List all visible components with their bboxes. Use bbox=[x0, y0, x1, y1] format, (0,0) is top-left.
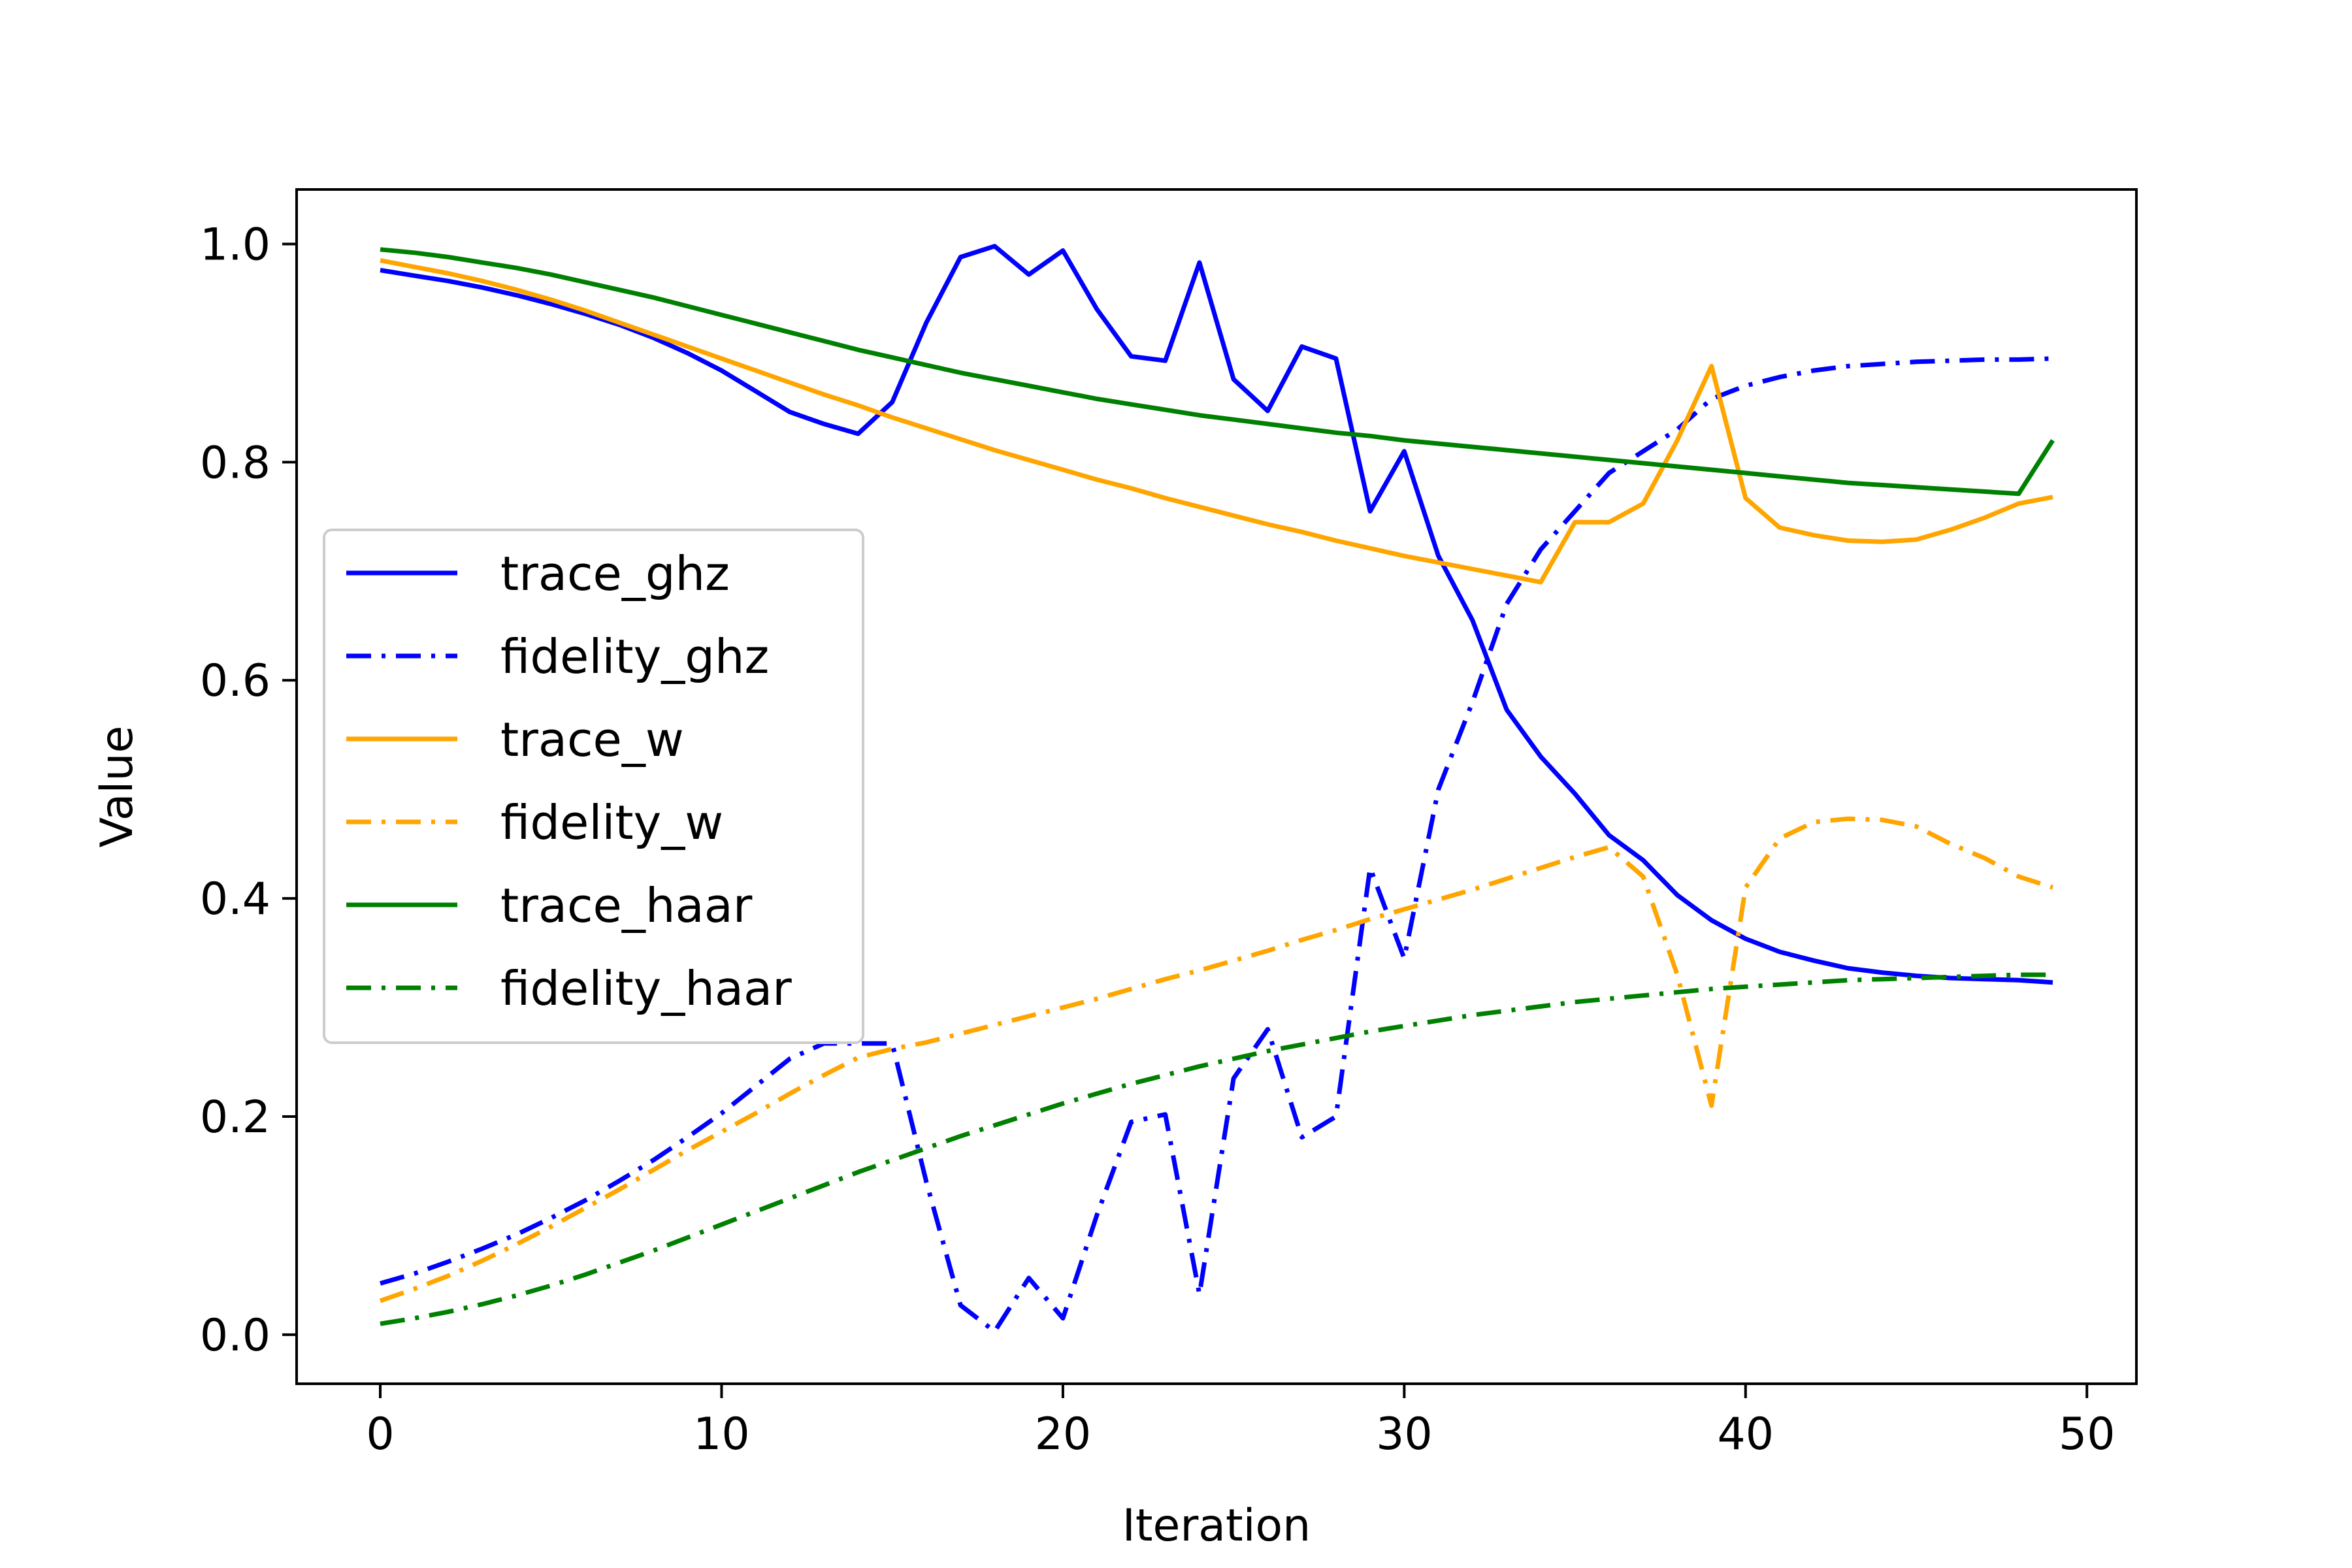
x-axis: 0 10 20 30 40 50 bbox=[366, 1384, 2115, 1460]
y-tick-label: 0.2 bbox=[200, 1092, 270, 1143]
legend-label-trace-w: trace_w bbox=[500, 712, 684, 767]
x-tick-label: 0 bbox=[366, 1409, 394, 1460]
x-tick-label: 30 bbox=[1376, 1409, 1433, 1460]
series-line-fidelity-ghz bbox=[380, 356, 2053, 1334]
legend-label-fidelity-w: fidelity_w bbox=[500, 795, 723, 850]
x-tick-label: 20 bbox=[1035, 1409, 1092, 1460]
y-axis-title: Value bbox=[91, 726, 143, 848]
x-tick-label: 10 bbox=[693, 1409, 750, 1460]
x-axis-title: Iteration bbox=[1122, 1500, 1311, 1552]
series-layer bbox=[379, 244, 2055, 1334]
y-axis: 0.0 0.2 0.4 0.6 0.8 1.0 bbox=[200, 219, 297, 1362]
legend-label-fidelity-haar: fidelity_haar bbox=[500, 961, 792, 1016]
y-tick-label: 0.8 bbox=[200, 437, 270, 489]
y-tick-label: 0.6 bbox=[200, 655, 270, 707]
y-tick-label: 0.4 bbox=[200, 874, 270, 925]
series-line-trace-ghz bbox=[380, 244, 2053, 985]
plot-frame bbox=[295, 188, 2138, 1385]
x-tick-label: 40 bbox=[1718, 1409, 1774, 1460]
legend-label-trace-haar: trace_haar bbox=[500, 878, 753, 933]
x-tick-label: 50 bbox=[2059, 1409, 2115, 1460]
legend-frame bbox=[323, 529, 864, 1044]
legend: trace_ghz fidelity_ghz trace_w fidelity_wtr… bbox=[323, 529, 864, 1044]
series-line-trace-haar bbox=[380, 247, 2055, 497]
series-line-trace-w bbox=[380, 258, 2053, 585]
legend-label-fidelity-ghz: fidelity_ghz bbox=[500, 629, 769, 684]
y-tick-label: 0.0 bbox=[200, 1310, 270, 1362]
y-tick-label: 1.0 bbox=[200, 219, 270, 270]
series-line-fidelity-w bbox=[379, 816, 2054, 1303]
series-line-fidelity-haar bbox=[380, 972, 2053, 1326]
legend-label-trace-ghz: trace_ghz bbox=[500, 546, 730, 601]
